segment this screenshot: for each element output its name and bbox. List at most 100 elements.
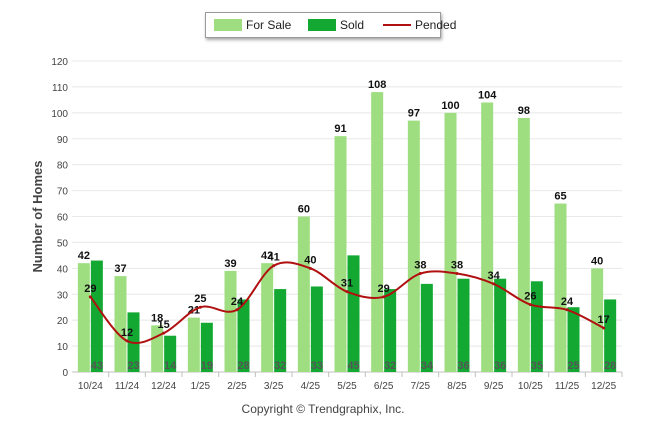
bar-for-sale — [554, 203, 567, 372]
bar-sold — [237, 299, 250, 372]
x-tick-label: 12/24 — [151, 381, 176, 392]
bar-for-sale — [407, 120, 420, 372]
sold-data-label: 28 — [604, 360, 616, 372]
y-tick-label: 80 — [57, 161, 69, 172]
y-tick-label: 120 — [51, 57, 68, 68]
pended-data-label: 15 — [158, 319, 170, 331]
bar-for-sale — [517, 118, 530, 373]
pended-point — [418, 272, 422, 276]
sold-data-label: 23 — [127, 360, 139, 372]
bar-for-sale — [224, 270, 237, 372]
sold-data-label: 28 — [237, 360, 249, 372]
y-tick-label: 60 — [57, 213, 69, 224]
legend-item-for-sale[interactable]: For Sale — [214, 13, 291, 37]
pended-data-label: 34 — [488, 270, 501, 282]
x-tick-label: 5/25 — [337, 381, 357, 392]
bar-sold — [310, 286, 323, 372]
bar-sold — [384, 289, 397, 372]
pended-data-label: 29 — [84, 283, 96, 295]
pended-point — [125, 339, 129, 343]
legend-item-sold[interactable]: Sold — [308, 13, 364, 37]
pended-point — [308, 266, 312, 270]
for-sale-data-label: 97 — [408, 108, 420, 120]
pended-data-label: 38 — [414, 260, 426, 272]
y-tick-label: 90 — [57, 135, 69, 146]
for-sale-data-label: 100 — [441, 100, 459, 112]
legend: For Sale Sold Pended — [205, 12, 456, 38]
legend-item-pended[interactable]: Pended — [383, 13, 456, 37]
pended-data-label: 41 — [268, 252, 280, 264]
pended-point — [162, 331, 166, 335]
sold-data-label: 14 — [164, 360, 177, 372]
bar-sold — [567, 307, 580, 372]
for-sale-data-label: 108 — [368, 79, 386, 91]
pended-data-label: 29 — [378, 283, 390, 295]
bar-for-sale — [444, 112, 457, 372]
pended-data-label: 38 — [451, 260, 463, 272]
bar-for-sale — [591, 268, 604, 372]
pended-point — [565, 308, 569, 312]
pended-point — [88, 295, 92, 299]
legend-label-pended: Pended — [415, 18, 457, 32]
bar-for-sale — [261, 263, 274, 372]
x-tick-label: 1/25 — [191, 381, 211, 392]
for-sale-data-label: 18 — [151, 312, 163, 324]
pended-data-label: 12 — [121, 327, 133, 339]
y-tick-label: 70 — [57, 187, 69, 198]
y-axis-title: Number of Homes — [30, 161, 45, 273]
pended-point — [382, 295, 386, 299]
pended-data-label: 40 — [304, 254, 316, 266]
x-tick-label: 2/25 — [227, 381, 247, 392]
sold-data-label: 36 — [494, 360, 506, 372]
bar-for-sale — [151, 325, 164, 372]
x-tick-label: 7/25 — [411, 381, 431, 392]
sold-swatch — [308, 19, 336, 31]
pended-data-label: 24 — [231, 296, 244, 308]
sold-data-label: 36 — [457, 360, 469, 372]
sold-data-label: 32 — [274, 360, 286, 372]
pended-data-label: 25 — [194, 293, 206, 305]
bar-for-sale — [297, 216, 310, 372]
pended-point — [602, 326, 606, 330]
bar-sold — [90, 260, 103, 372]
x-tick-label: 4/25 — [301, 381, 321, 392]
sold-data-label: 19 — [201, 360, 213, 372]
bar-for-sale — [481, 102, 494, 372]
pended-point — [235, 308, 239, 312]
pended-point — [198, 305, 202, 309]
bar-sold — [457, 278, 470, 372]
sold-data-label: 32 — [384, 360, 396, 372]
y-tick-label: 50 — [57, 238, 69, 249]
x-tick-label: 10/24 — [78, 381, 103, 392]
x-tick-label: 11/25 — [555, 381, 580, 392]
pended-line-swatch — [383, 24, 411, 26]
pended-point — [272, 264, 276, 268]
bar-sold — [530, 281, 543, 372]
legend-label-for-sale: For Sale — [246, 18, 292, 32]
for-sale-data-label: 91 — [334, 123, 346, 135]
pended-data-label: 26 — [524, 291, 536, 303]
y-tick-label: 0 — [62, 368, 68, 379]
for-sale-data-label: 65 — [554, 191, 566, 203]
bar-sold — [420, 283, 433, 372]
y-tick-label: 30 — [57, 290, 69, 301]
for-sale-data-label: 104 — [478, 89, 497, 101]
bar-sold — [604, 299, 617, 372]
for-sale-data-label: 98 — [518, 105, 530, 117]
pended-point — [492, 282, 496, 286]
bar-for-sale — [77, 263, 90, 372]
x-tick-label: 10/25 — [518, 381, 543, 392]
for-sale-swatch — [214, 19, 242, 31]
bar-sold — [274, 289, 287, 372]
for-sale-data-label: 39 — [224, 258, 236, 270]
bar-for-sale — [371, 92, 384, 372]
for-sale-data-label: 60 — [298, 204, 310, 216]
sold-data-label: 35 — [531, 360, 543, 372]
x-tick-label: 12/25 — [591, 381, 616, 392]
legend-label-sold: Sold — [340, 18, 365, 32]
pended-data-label: 24 — [561, 296, 574, 308]
sold-data-label: 34 — [421, 360, 434, 372]
for-sale-data-label: 40 — [591, 255, 603, 267]
x-tick-label: 9/25 — [484, 381, 504, 392]
